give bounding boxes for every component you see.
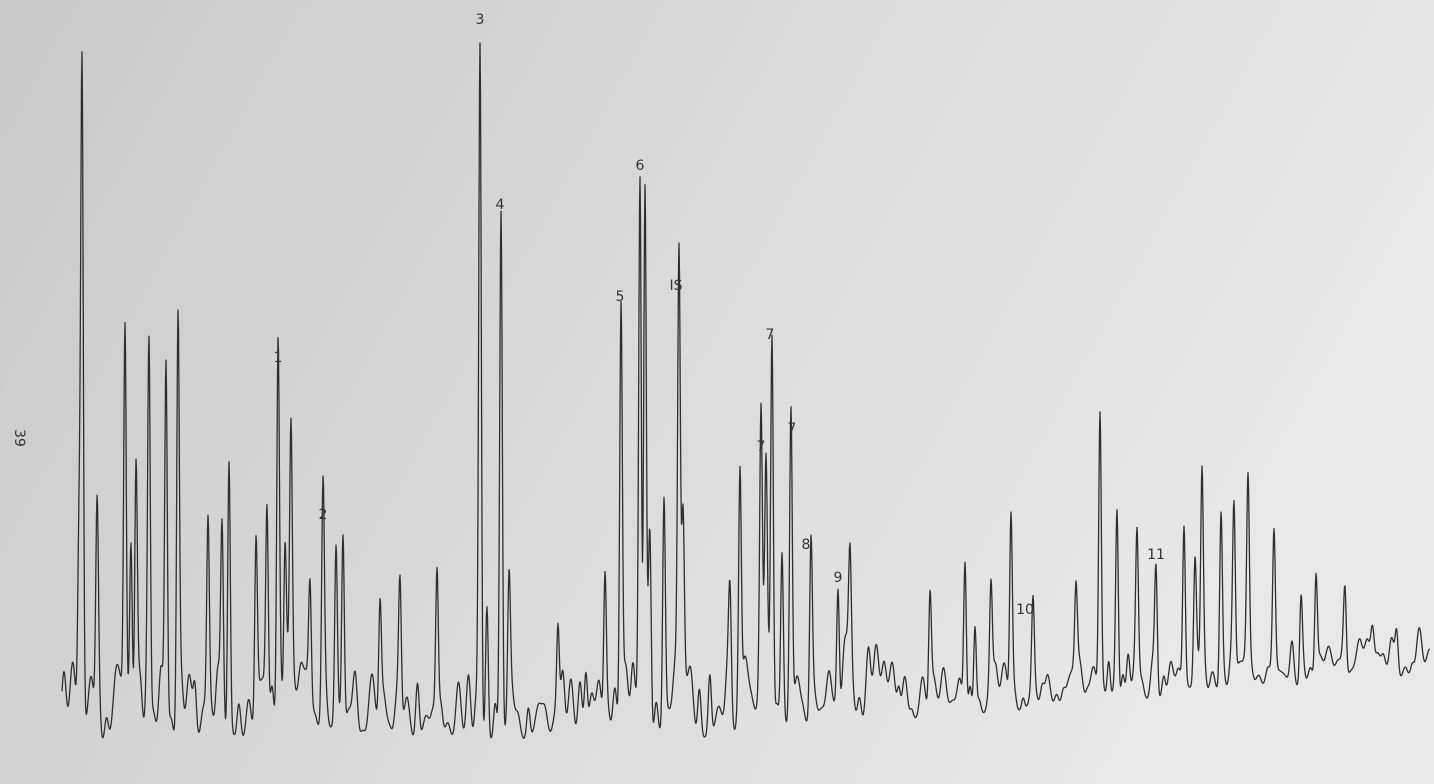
peak-label: 1 — [274, 350, 283, 366]
peak-label: 7 — [766, 327, 775, 343]
peak-label: 3 — [476, 12, 485, 28]
peak-label: 4 — [496, 197, 505, 213]
page-number: 39 — [11, 429, 27, 447]
peak-label: 7 — [757, 439, 766, 455]
peak-label: IS — [669, 278, 682, 294]
peak-label: 2 — [319, 507, 328, 523]
peak-label: 5 — [616, 289, 625, 305]
peak-label: 7 — [788, 421, 797, 437]
peak-label: 9 — [834, 570, 843, 586]
peak-label: 8 — [802, 537, 811, 553]
peak-labels: 1 2 3 4 5 6 IS 7 7 7 8 9 10 11 — [274, 12, 1165, 618]
chromatogram-trace — [61, 42, 1431, 739]
peak-label: 6 — [636, 158, 645, 174]
peak-label: 11 — [1147, 547, 1165, 563]
peak-label: 10 — [1016, 602, 1034, 618]
